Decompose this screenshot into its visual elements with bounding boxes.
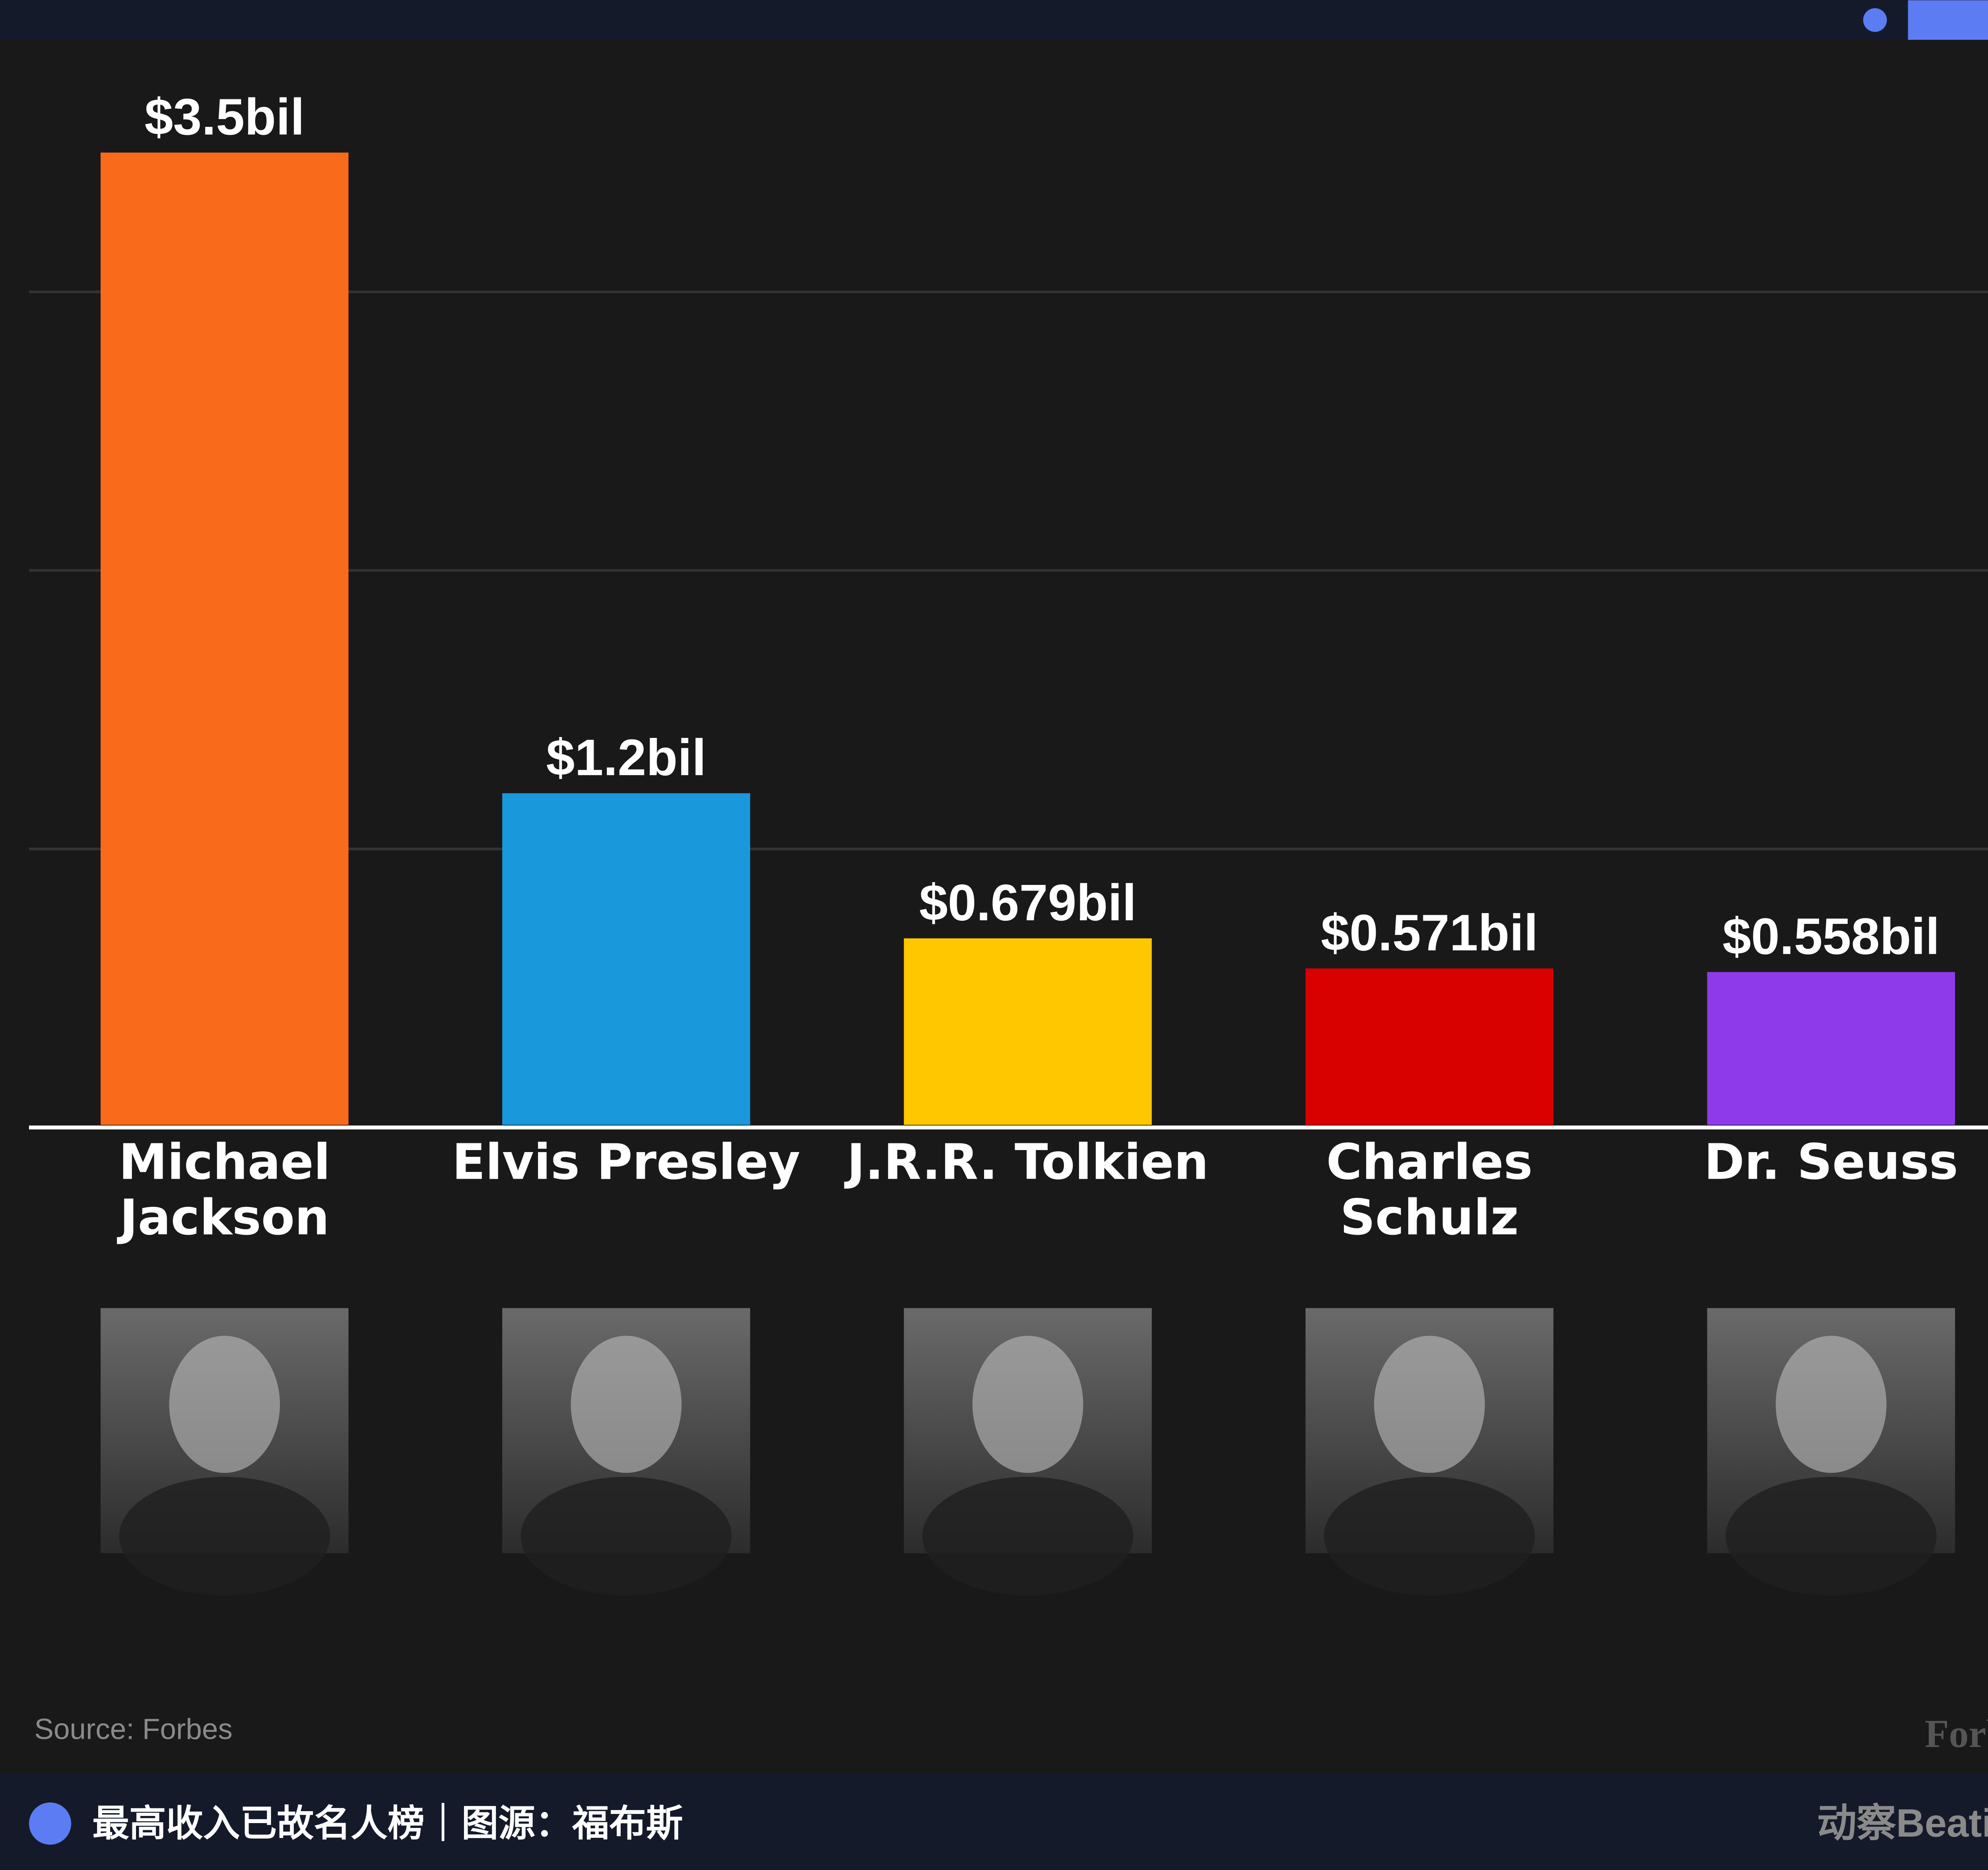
photo-body xyxy=(922,1477,1134,1596)
footer-caption: 最高收入已故名人榜｜图源：福布斯 xyxy=(92,1802,683,1844)
value-label: $3.5bil xyxy=(144,88,305,145)
photo-face xyxy=(972,1336,1083,1473)
plot-area: $3.5bil Michael Jackson $1.2bil Elvis Presl… xyxy=(29,88,1988,1596)
top-bar xyxy=(0,0,1988,40)
value-label: $0.558bil xyxy=(1722,908,1939,965)
brand: 动察Beating xyxy=(1817,1801,1988,1845)
x-tick-label: Charles Schulz xyxy=(1326,1135,1533,1246)
footer-dot xyxy=(29,1802,72,1845)
logo: Forbes xyxy=(1925,1711,1988,1756)
top-tab[interactable] xyxy=(1908,0,1988,40)
photo-face xyxy=(1776,1336,1887,1473)
photo-face xyxy=(571,1336,682,1473)
x-tick-label: Elvis Presley xyxy=(452,1135,800,1191)
source-note: Source: Forbes xyxy=(34,1713,233,1745)
photo-body xyxy=(119,1477,330,1596)
value-label: $0.679bil xyxy=(919,874,1136,931)
bar xyxy=(904,938,1152,1125)
photo-body xyxy=(1324,1477,1535,1596)
bar xyxy=(502,793,750,1125)
bar xyxy=(1305,968,1553,1125)
photo-face xyxy=(1374,1336,1485,1473)
category-label-box: Michael Jackson xyxy=(118,1135,330,1246)
indicator-dot xyxy=(1863,8,1887,32)
bar xyxy=(1707,972,1955,1125)
photo-body xyxy=(520,1477,732,1596)
value-label: $1.2bil xyxy=(546,729,707,786)
photo-body xyxy=(1726,1477,1937,1596)
photo-face xyxy=(169,1336,280,1473)
category-label-box: Charles Schulz xyxy=(1326,1135,1533,1246)
value-label: $0.571bil xyxy=(1321,904,1538,962)
x-tick-label: Michael Jackson xyxy=(118,1135,330,1246)
bar xyxy=(101,152,349,1125)
category-label-box: J.R.R. Tolkien xyxy=(847,1135,1209,1191)
x-tick-label: Dr. Seuss xyxy=(1704,1135,1958,1191)
category-label-box: Dr. Seuss xyxy=(1704,1135,1958,1191)
footer-bar xyxy=(0,1773,1988,1870)
x-tick-label: J.R.R. Tolkien xyxy=(847,1135,1209,1191)
category-label-box: Elvis Presley xyxy=(452,1135,800,1191)
